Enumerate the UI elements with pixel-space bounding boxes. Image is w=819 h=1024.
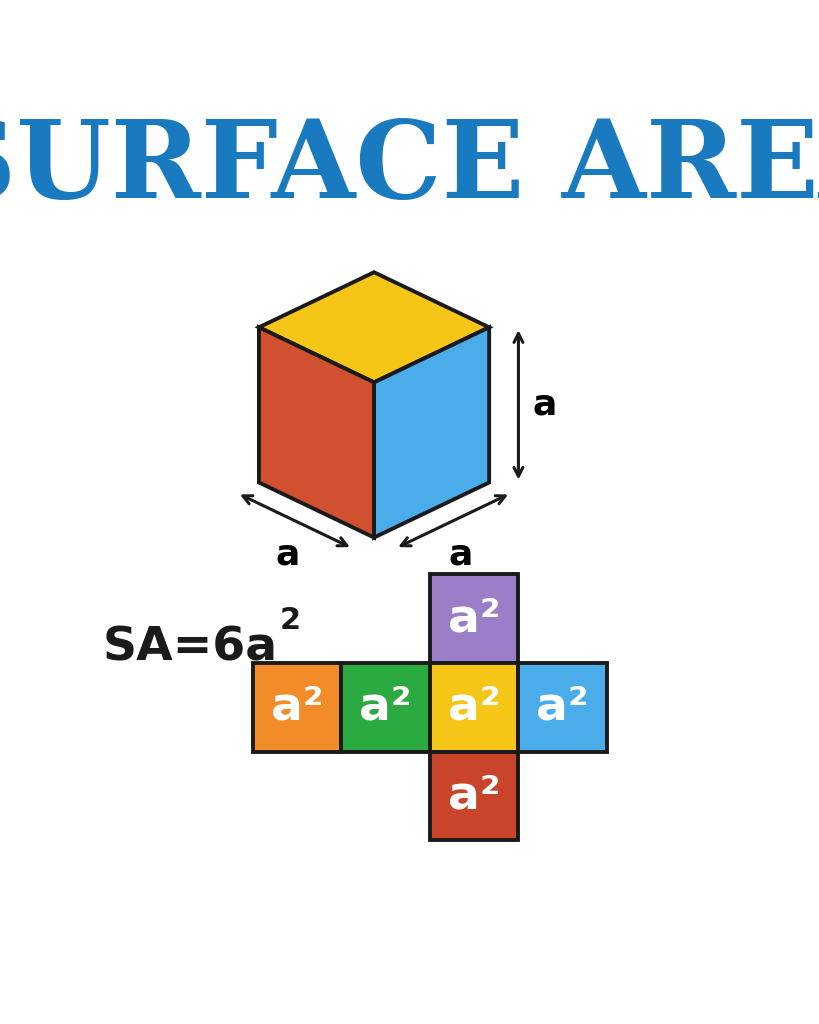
- Text: SA=6a: SA=6a: [102, 625, 278, 670]
- Text: a²: a²: [536, 685, 588, 730]
- Polygon shape: [373, 328, 489, 538]
- Bar: [429, 663, 518, 752]
- Text: a²: a²: [447, 773, 500, 818]
- Text: a: a: [274, 538, 299, 571]
- Polygon shape: [259, 272, 489, 382]
- Text: a²: a²: [270, 685, 323, 730]
- Text: a²: a²: [359, 685, 411, 730]
- Text: 2: 2: [280, 606, 301, 635]
- Bar: [429, 574, 518, 663]
- Bar: [518, 663, 606, 752]
- Text: a: a: [532, 388, 556, 422]
- Text: a²: a²: [447, 596, 500, 641]
- Bar: [429, 752, 518, 840]
- Bar: [341, 663, 429, 752]
- Text: SURFACE AREA: SURFACE AREA: [0, 116, 819, 221]
- Text: a: a: [448, 538, 473, 571]
- Bar: [252, 663, 341, 752]
- Text: a²: a²: [447, 685, 500, 730]
- Polygon shape: [259, 328, 373, 538]
